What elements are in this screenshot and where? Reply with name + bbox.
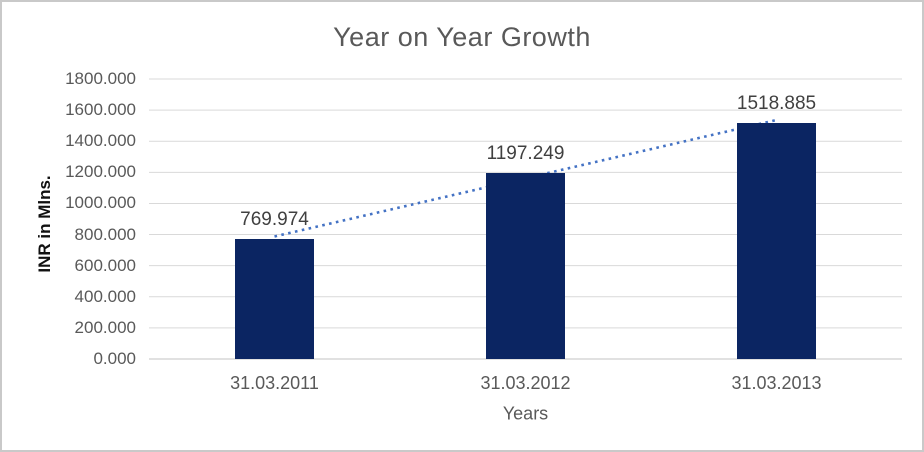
y-tick-label: 600.000 bbox=[74, 255, 136, 275]
x-tick-label: 31.03.2012 bbox=[480, 373, 571, 393]
y-tick-label: 1000.000 bbox=[65, 193, 136, 213]
chart-title: Year on Year Growth bbox=[333, 22, 591, 52]
y-tick-label: 1200.000 bbox=[65, 162, 136, 182]
bar-data-label: 769.974 bbox=[240, 209, 309, 231]
x-axis-title: Years bbox=[502, 403, 549, 424]
y-tick-label: 200.000 bbox=[74, 317, 136, 337]
trendline bbox=[274, 118, 777, 238]
y-tick-label: 0.000 bbox=[93, 349, 136, 368]
y-tick-label: 1600.000 bbox=[65, 100, 136, 120]
bar-31.03.2011 bbox=[235, 239, 314, 359]
x-tick-label: 31.03.2013 bbox=[731, 373, 822, 393]
bar-31.03.2013 bbox=[737, 122, 816, 359]
bar-data-label: 1518.885 bbox=[736, 92, 817, 114]
bar-data-label: 1197.249 bbox=[486, 142, 565, 164]
x-tick-label: 31.03.2011 bbox=[230, 373, 319, 393]
y-tick-label: 1400.000 bbox=[65, 131, 136, 151]
y-tick-label: 800.000 bbox=[74, 224, 136, 244]
bar-31.03.2012 bbox=[486, 172, 565, 359]
y-tick-label: 1800.000 bbox=[65, 69, 136, 88]
y-tick-label: 400.000 bbox=[74, 286, 136, 306]
